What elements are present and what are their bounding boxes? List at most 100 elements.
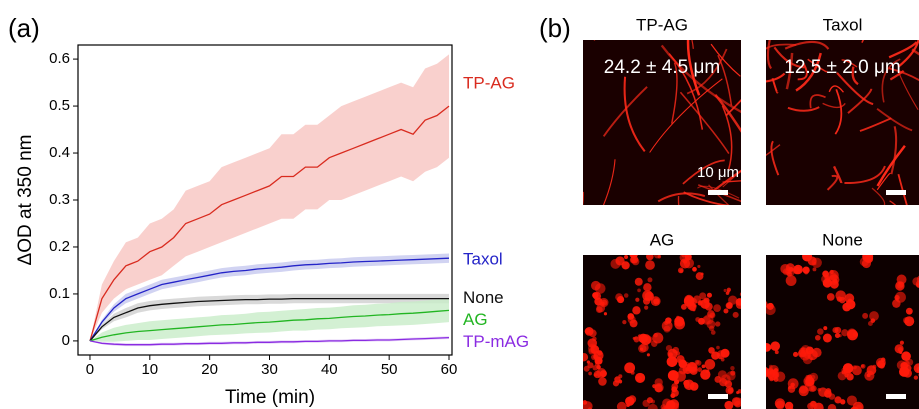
aggregate: [676, 355, 684, 363]
aggregate: [844, 368, 851, 375]
aggregate: [634, 337, 640, 343]
aggregate: [727, 288, 731, 292]
aggregate: [624, 362, 635, 373]
aggregate: [613, 380, 619, 386]
aggregate: [787, 271, 792, 276]
aggregate: [786, 275, 797, 286]
aggregate: [707, 320, 716, 329]
y-tick-label: 0.2: [49, 238, 70, 255]
aggregate: [654, 383, 663, 392]
aggregate: [591, 345, 600, 354]
aggregate: [588, 372, 592, 376]
aggregate: [906, 359, 913, 366]
aggregate: [698, 318, 705, 325]
x-tick-label: 0: [86, 361, 94, 378]
length-measure: 12.5 ± 2.0 μm: [784, 57, 900, 78]
aggregate: [672, 373, 676, 377]
aggregate: [582, 400, 587, 405]
panel-label: (b): [539, 13, 571, 43]
aggregate: [802, 252, 812, 262]
y-tick-label: 0.6: [49, 50, 70, 67]
y-axis-label: ΔOD at 350 nm: [15, 135, 36, 266]
aggregate: [697, 367, 702, 372]
aggregate: [641, 335, 651, 345]
aggregate: [804, 270, 809, 275]
aggregate: [615, 256, 624, 265]
aggregate: [697, 265, 700, 268]
aggregate: [705, 303, 713, 311]
aggregate: [579, 400, 582, 403]
aggregate: [591, 281, 601, 291]
aggregate: [810, 357, 813, 360]
aggregate: [630, 319, 638, 327]
aggregate: [651, 341, 657, 347]
aggregate: [812, 258, 822, 268]
x-axis-label: Time (min): [225, 387, 315, 408]
aggregate: [647, 353, 650, 356]
aggregate: [674, 319, 685, 330]
aggregate: [686, 295, 691, 300]
scale-bar: [708, 190, 728, 195]
y-tick-label: 0: [62, 332, 70, 349]
image-title: TP-AG: [636, 15, 688, 34]
aggregate: [813, 267, 817, 271]
aggregate: [646, 253, 654, 261]
aggregate: [604, 312, 607, 315]
aggregate: [793, 352, 798, 357]
aggregate: [698, 300, 702, 304]
scale-bar: [708, 394, 728, 399]
aggregate: [716, 346, 720, 350]
x-tick-label: 40: [321, 361, 338, 378]
scale-bar: [886, 394, 906, 399]
aggregate: [861, 365, 864, 368]
aggregate: [709, 312, 715, 318]
aggregate: [622, 320, 626, 324]
aggregate: [847, 329, 858, 340]
aggregate: [692, 267, 697, 272]
aggregate: [580, 353, 588, 361]
aggregate: [717, 350, 726, 359]
aggregate: [595, 363, 599, 367]
aggregate: [829, 393, 835, 399]
aggregate: [636, 376, 642, 382]
series-label: TP-mAG: [463, 332, 529, 351]
aggregate: [637, 289, 641, 293]
aggregate: [837, 296, 842, 301]
aggregate: [721, 374, 731, 384]
aggregate: [678, 267, 684, 273]
aggregate: [827, 293, 835, 301]
length-measure: 24.2 ± 4.5 μm: [604, 57, 720, 78]
aggregate: [674, 379, 679, 384]
aggregate: [635, 278, 643, 286]
aggregate: [813, 262, 816, 265]
aggregate: [629, 250, 638, 259]
aggregate: [596, 306, 603, 313]
aggregate: [724, 289, 727, 292]
aggregate: [894, 295, 899, 300]
aggregate: [862, 313, 868, 319]
series-label: Taxol: [463, 250, 503, 269]
aggregate: [908, 310, 912, 314]
aggregate: [762, 343, 771, 352]
aggregate: [823, 334, 832, 343]
aggregate: [715, 321, 720, 326]
aggregate: [685, 254, 692, 261]
fiber: [571, 192, 583, 239]
aggregate: [904, 316, 914, 326]
figure: (a) (b) Time (min) ΔOD at 350 nm TP-AGTa…: [0, 0, 919, 409]
aggregate: [647, 277, 652, 282]
aggregate: [696, 272, 704, 280]
aggregate: [696, 360, 702, 366]
aggregate: [788, 378, 799, 389]
aggregate: [853, 365, 857, 369]
aggregate: [624, 255, 628, 259]
aggregate: [600, 302, 604, 306]
aggregate: [642, 290, 653, 301]
aggregate: [848, 299, 852, 303]
aggregate: [726, 302, 732, 308]
aggregate: [702, 364, 706, 368]
aggregate: [799, 347, 809, 357]
aggregate: [823, 326, 827, 330]
series-label: None: [463, 288, 504, 307]
aggregate: [683, 260, 687, 264]
